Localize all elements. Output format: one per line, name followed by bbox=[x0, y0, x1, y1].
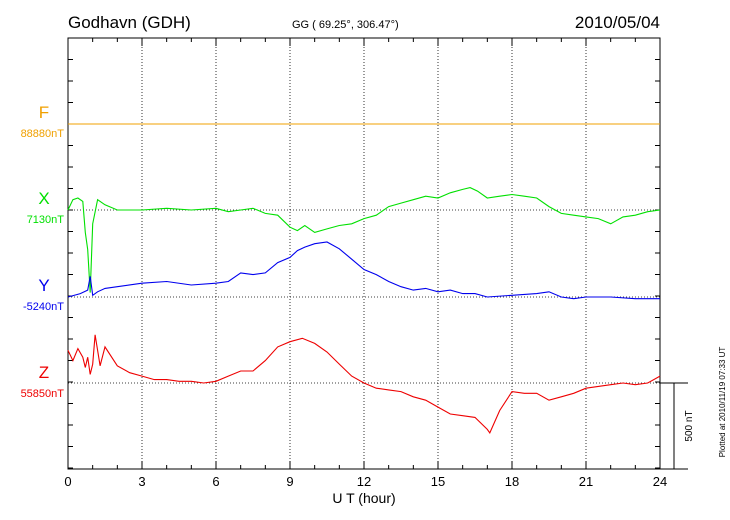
x-tick-label: 0 bbox=[64, 474, 71, 489]
series-name-x: X bbox=[38, 189, 49, 208]
series-labels: F 88880nT X 7130nT Y -5240nT Z 55850nT bbox=[21, 103, 65, 400]
plot-date: 2010/05/04 bbox=[575, 13, 660, 32]
x-axis-label: U T (hour) bbox=[332, 490, 395, 506]
scale-bar-label: 500 nT bbox=[684, 410, 695, 441]
x-tick-label: 9 bbox=[286, 474, 293, 489]
x-tick-label: 6 bbox=[212, 474, 219, 489]
scale-bar: 500 nT bbox=[660, 382, 695, 470]
plotted-timestamp: Plotted at 2010/11/19 07:33 UT bbox=[718, 347, 727, 458]
grid-lines bbox=[68, 38, 660, 469]
series-name-z: Z bbox=[39, 363, 49, 382]
series-line-z bbox=[67, 334, 661, 435]
series-line-y bbox=[67, 241, 660, 300]
x-tick-label: 3 bbox=[138, 474, 145, 489]
series-group bbox=[67, 123, 661, 435]
x-tick-label: 24 bbox=[653, 474, 667, 489]
series-name-f: F bbox=[39, 103, 49, 122]
series-baseline-z: 55850nT bbox=[21, 388, 65, 400]
x-tick-label: 18 bbox=[505, 474, 519, 489]
axis-ticks: 0 3 6 9 12 15 18 21 24 bbox=[64, 38, 667, 489]
series-baseline-x: 7130nT bbox=[27, 214, 65, 226]
series-line-x bbox=[67, 187, 661, 293]
series-baseline-y: -5240nT bbox=[23, 301, 64, 313]
x-tick-label: 21 bbox=[579, 474, 593, 489]
station-coordinates: GG ( 69.25°, 306.47°) bbox=[292, 19, 399, 31]
series-name-y: Y bbox=[38, 276, 49, 295]
x-tick-label: 12 bbox=[357, 474, 371, 489]
x-tick-label: 15 bbox=[431, 474, 445, 489]
series-baseline-f: 88880nT bbox=[21, 128, 65, 140]
station-title: Godhavn (GDH) bbox=[68, 13, 191, 32]
